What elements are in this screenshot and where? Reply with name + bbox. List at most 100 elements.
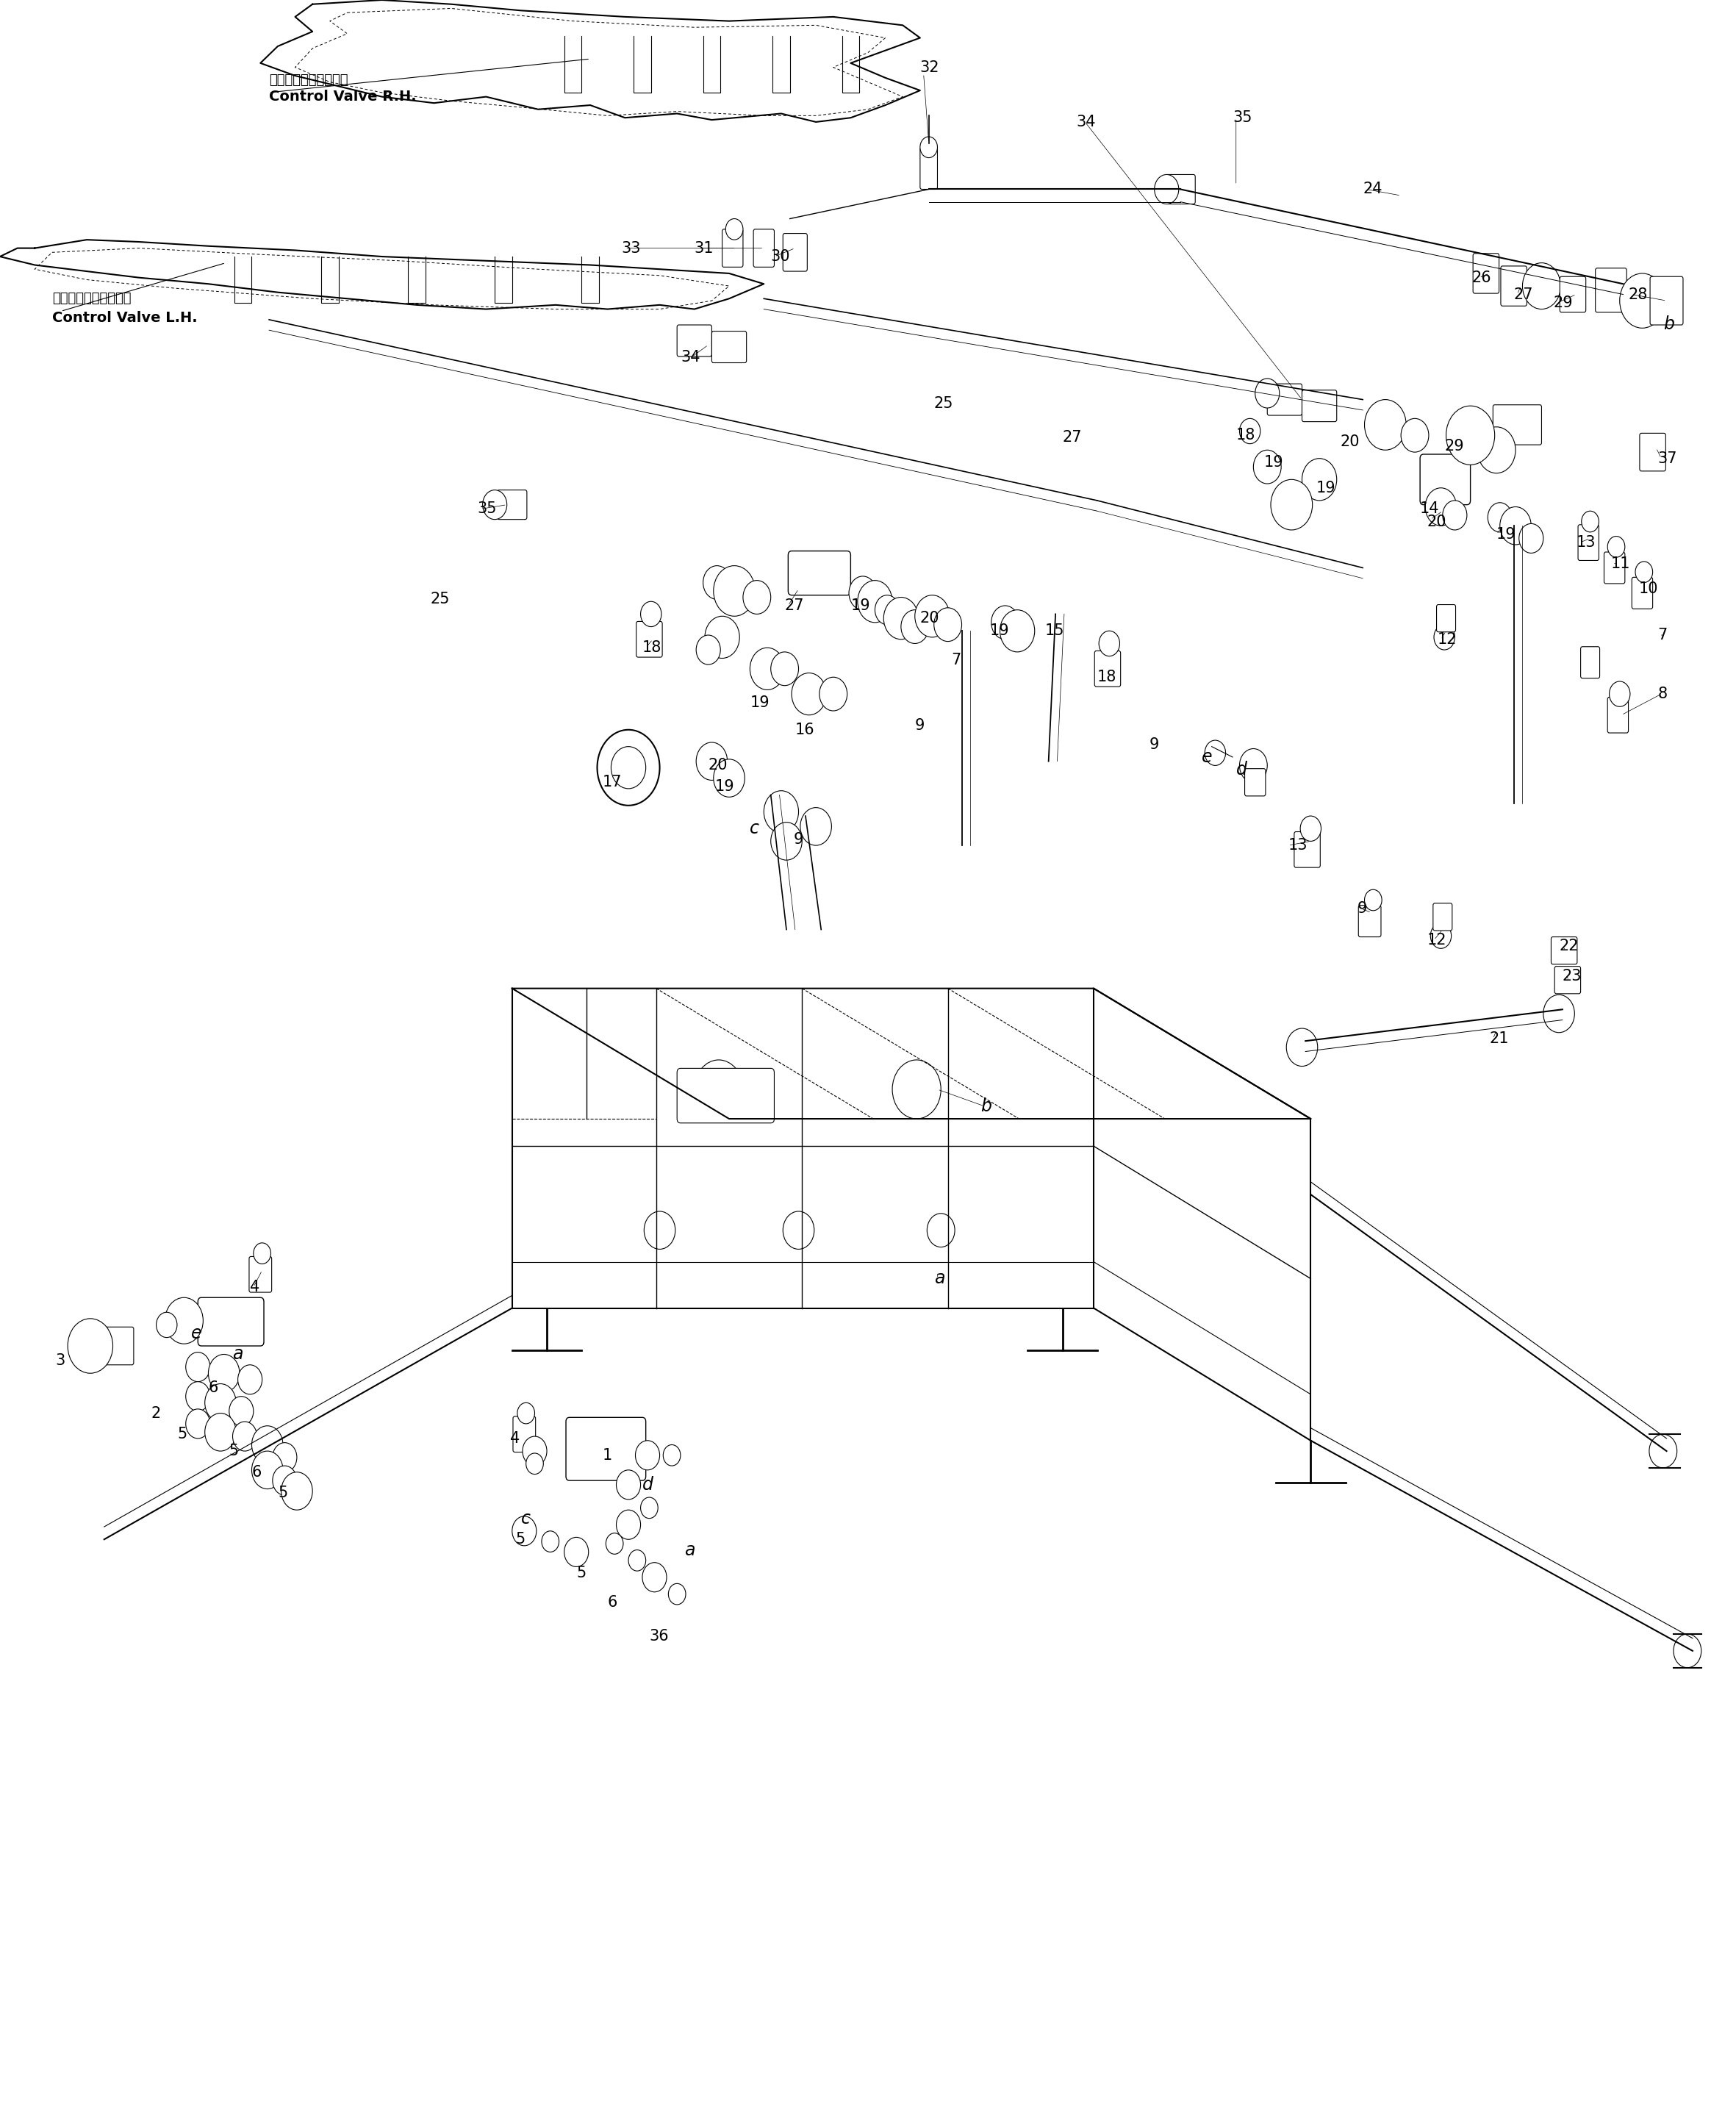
Circle shape — [800, 808, 832, 845]
Circle shape — [1205, 740, 1226, 765]
Circle shape — [1364, 890, 1382, 911]
Circle shape — [611, 747, 646, 789]
FancyBboxPatch shape — [635, 622, 663, 656]
Circle shape — [644, 1211, 675, 1249]
Text: 35: 35 — [477, 503, 496, 515]
FancyBboxPatch shape — [1302, 391, 1337, 421]
Circle shape — [564, 1537, 589, 1567]
Text: 21: 21 — [1489, 1033, 1509, 1045]
Text: 9: 9 — [793, 833, 804, 845]
Text: 20: 20 — [1427, 515, 1446, 528]
Circle shape — [1300, 816, 1321, 841]
Circle shape — [1446, 406, 1495, 465]
Circle shape — [1302, 458, 1337, 501]
FancyBboxPatch shape — [514, 1417, 535, 1451]
Text: 20: 20 — [1340, 435, 1359, 448]
Text: 20: 20 — [708, 759, 727, 772]
Circle shape — [252, 1426, 283, 1464]
Text: 19: 19 — [1316, 482, 1335, 494]
FancyBboxPatch shape — [92, 1327, 134, 1365]
Circle shape — [642, 1563, 667, 1592]
Text: 18: 18 — [1236, 429, 1255, 442]
FancyBboxPatch shape — [677, 1068, 774, 1123]
FancyBboxPatch shape — [496, 490, 528, 519]
Circle shape — [1434, 625, 1455, 650]
FancyBboxPatch shape — [1493, 404, 1542, 446]
Circle shape — [991, 606, 1019, 639]
Text: 19: 19 — [750, 696, 769, 709]
Circle shape — [696, 635, 720, 665]
Circle shape — [273, 1466, 297, 1495]
Circle shape — [542, 1531, 559, 1552]
Circle shape — [696, 742, 727, 780]
Text: 7: 7 — [1658, 629, 1668, 641]
Text: 31: 31 — [694, 242, 713, 254]
Circle shape — [743, 580, 771, 614]
Text: 24: 24 — [1363, 183, 1382, 196]
Text: 17: 17 — [602, 776, 621, 789]
Circle shape — [1286, 1028, 1318, 1066]
Circle shape — [281, 1472, 312, 1510]
Circle shape — [1635, 562, 1653, 583]
FancyBboxPatch shape — [1595, 267, 1627, 311]
FancyBboxPatch shape — [1632, 576, 1653, 610]
Text: 27: 27 — [1062, 431, 1082, 444]
Text: 6: 6 — [252, 1466, 262, 1478]
Text: 22: 22 — [1559, 940, 1578, 953]
Text: e: e — [1201, 749, 1212, 765]
Circle shape — [523, 1436, 547, 1466]
Circle shape — [1255, 379, 1279, 408]
Text: 28: 28 — [1628, 288, 1647, 301]
Circle shape — [1488, 503, 1512, 532]
Circle shape — [849, 576, 877, 610]
Circle shape — [1674, 1634, 1701, 1668]
Circle shape — [1425, 488, 1457, 526]
Text: コントロールバルブ左: コントロールバルブ左 — [52, 292, 132, 305]
Circle shape — [792, 673, 826, 715]
Circle shape — [713, 759, 745, 797]
Circle shape — [892, 1060, 941, 1119]
Text: 18: 18 — [1097, 671, 1116, 683]
Circle shape — [641, 601, 661, 627]
Text: 3: 3 — [56, 1354, 66, 1367]
Circle shape — [713, 566, 755, 616]
Text: コントロールバルブ右: コントロールバルブ右 — [269, 74, 349, 86]
Text: 6: 6 — [608, 1596, 618, 1609]
Circle shape — [1465, 412, 1493, 446]
Circle shape — [726, 219, 743, 240]
Circle shape — [229, 1396, 253, 1426]
Circle shape — [273, 1443, 297, 1472]
Circle shape — [1581, 511, 1599, 532]
Text: 23: 23 — [1562, 969, 1581, 982]
FancyBboxPatch shape — [712, 332, 746, 364]
Circle shape — [1253, 450, 1281, 484]
FancyBboxPatch shape — [248, 1258, 271, 1291]
Circle shape — [606, 1533, 623, 1554]
Text: 20: 20 — [920, 612, 939, 625]
Circle shape — [858, 580, 892, 622]
FancyBboxPatch shape — [1649, 275, 1684, 326]
Circle shape — [1543, 995, 1575, 1033]
Text: 32: 32 — [920, 61, 939, 74]
Circle shape — [703, 566, 731, 599]
Circle shape — [663, 1445, 681, 1466]
Circle shape — [156, 1312, 177, 1338]
FancyBboxPatch shape — [1604, 551, 1625, 583]
Circle shape — [165, 1298, 203, 1344]
Circle shape — [1000, 610, 1035, 652]
Circle shape — [238, 1365, 262, 1394]
Circle shape — [1608, 536, 1625, 557]
Text: 5: 5 — [278, 1487, 288, 1499]
Text: 37: 37 — [1658, 452, 1677, 465]
Circle shape — [1154, 175, 1179, 204]
Circle shape — [512, 1516, 536, 1546]
Text: d: d — [1236, 761, 1246, 778]
FancyBboxPatch shape — [722, 229, 743, 267]
Circle shape — [517, 1403, 535, 1424]
Text: 13: 13 — [1288, 839, 1307, 852]
Text: 19: 19 — [990, 625, 1009, 637]
Circle shape — [1099, 631, 1120, 656]
Text: c: c — [521, 1510, 531, 1527]
Text: 33: 33 — [621, 242, 641, 254]
Text: 34: 34 — [1076, 116, 1095, 128]
